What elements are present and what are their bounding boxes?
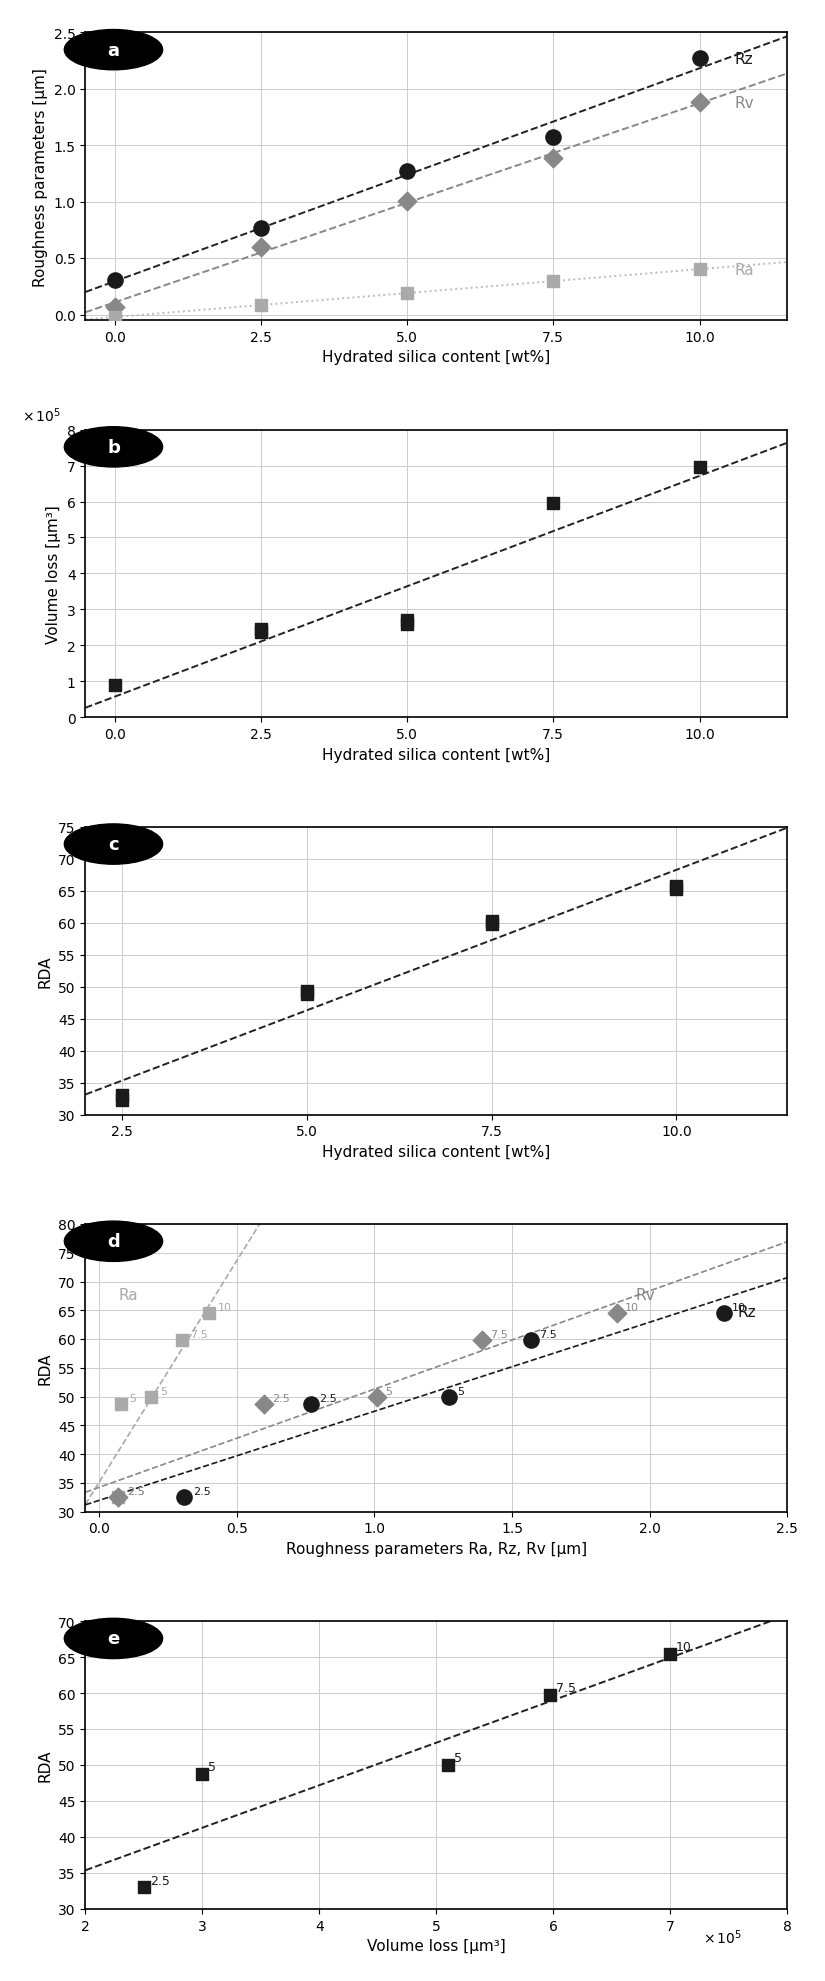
Y-axis label: RDA: RDA [37, 1749, 53, 1781]
Point [254, 616, 267, 648]
Text: 7.5: 7.5 [489, 1329, 507, 1339]
Point [669, 870, 682, 901]
Point [400, 156, 413, 188]
Point [692, 452, 705, 483]
Y-axis label: Volume loss [μm³]: Volume loss [μm³] [46, 505, 61, 644]
Point [177, 1482, 191, 1513]
Text: 10: 10 [217, 1303, 231, 1313]
Point [692, 87, 705, 119]
Text: 10: 10 [676, 1640, 691, 1652]
Point [669, 874, 682, 905]
Y-axis label: RDA: RDA [37, 955, 53, 987]
Text: 2.5: 2.5 [126, 1486, 144, 1496]
Point [543, 1678, 556, 1710]
Point [108, 291, 121, 323]
Point [370, 1381, 384, 1412]
Point [254, 291, 267, 323]
Text: 2.5: 2.5 [272, 1393, 290, 1403]
Text: 2.5: 2.5 [192, 1486, 210, 1496]
Point [108, 670, 121, 701]
Text: 5: 5 [453, 1751, 461, 1765]
Point [546, 265, 559, 297]
Text: 7.5: 7.5 [539, 1329, 557, 1339]
Point [441, 1381, 455, 1412]
Text: 5: 5 [130, 1393, 136, 1403]
Point [254, 614, 267, 646]
Text: $\times\,10^5$: $\times\,10^5$ [22, 406, 61, 424]
Text: a: a [107, 42, 120, 59]
Text: Ra: Ra [118, 1288, 138, 1302]
Circle shape [64, 1618, 163, 1658]
Point [400, 277, 413, 309]
Point [300, 977, 314, 1008]
X-axis label: Hydrated silica content [wt%]: Hydrated silica content [wt%] [322, 747, 549, 763]
Point [116, 1080, 129, 1111]
Text: Rz: Rz [733, 52, 752, 67]
Point [254, 232, 267, 263]
Text: 5: 5 [456, 1387, 464, 1397]
Point [610, 1298, 623, 1329]
Point [144, 1381, 158, 1412]
Point [111, 1482, 125, 1513]
Point [474, 1325, 488, 1357]
Text: 2.5: 2.5 [319, 1393, 337, 1403]
Text: c: c [108, 836, 119, 854]
Text: 7.5: 7.5 [190, 1329, 207, 1339]
Text: 5: 5 [208, 1761, 216, 1773]
X-axis label: Hydrated silica content [wt%]: Hydrated silica content [wt%] [322, 1145, 549, 1159]
Text: 5: 5 [385, 1387, 392, 1397]
Point [202, 1298, 215, 1329]
Point [663, 1638, 676, 1670]
Text: 5: 5 [159, 1387, 167, 1397]
Y-axis label: RDA: RDA [37, 1351, 53, 1385]
Point [175, 1325, 188, 1357]
Point [300, 979, 314, 1010]
Point [111, 1482, 125, 1513]
Point [108, 263, 121, 295]
Text: b: b [107, 438, 120, 456]
X-axis label: Hydrated silica content [wt%]: Hydrated silica content [wt%] [322, 351, 549, 365]
Text: 2.5: 2.5 [126, 1486, 144, 1496]
Point [108, 301, 121, 333]
Point [546, 487, 559, 519]
Point [692, 44, 705, 75]
Point [400, 186, 413, 218]
X-axis label: Volume loss [μm³]: Volume loss [μm³] [366, 1937, 505, 1953]
Point [196, 1757, 209, 1789]
Point [116, 1086, 129, 1117]
Text: $\times\,10^5$: $\times\,10^5$ [702, 1928, 741, 1947]
Text: Rz: Rz [737, 1303, 756, 1319]
Point [257, 1389, 271, 1420]
Point [546, 123, 559, 155]
Point [137, 1872, 150, 1904]
Point [484, 905, 497, 937]
X-axis label: Roughness parameters Ra, Rz, Rv [μm]: Roughness parameters Ra, Rz, Rv [μm] [285, 1541, 587, 1557]
Text: d: d [107, 1232, 120, 1250]
Point [484, 909, 497, 941]
Point [692, 254, 705, 285]
Point [115, 1389, 128, 1420]
Point [441, 1749, 454, 1781]
Point [304, 1389, 318, 1420]
Text: 10: 10 [625, 1303, 638, 1313]
Point [400, 604, 413, 636]
Y-axis label: Roughness parameters [μm]: Roughness parameters [μm] [33, 67, 48, 287]
Circle shape [64, 428, 163, 468]
Circle shape [64, 30, 163, 71]
Point [546, 143, 559, 174]
Text: e: e [107, 1630, 120, 1648]
Point [254, 212, 267, 244]
Text: 7.5: 7.5 [555, 1682, 575, 1694]
Point [716, 1298, 729, 1329]
Circle shape [64, 824, 163, 864]
Text: Rv: Rv [635, 1288, 655, 1302]
Text: 2.5: 2.5 [149, 1874, 169, 1886]
Text: Rv: Rv [733, 95, 753, 111]
Circle shape [64, 1222, 163, 1262]
Point [524, 1325, 537, 1357]
Text: 10: 10 [731, 1303, 745, 1313]
Point [400, 608, 413, 640]
Text: Ra: Ra [733, 263, 753, 277]
